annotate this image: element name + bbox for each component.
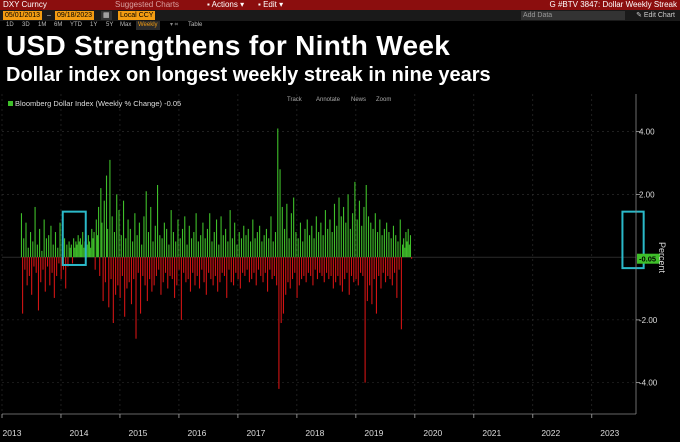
- suggested-charts-menu[interactable]: Suggested Charts: [115, 0, 180, 9]
- legend-label: Bloomberg Dollar Index (Weekly % Change)…: [15, 99, 181, 108]
- y-axis: 4.00 2.00 -2.00 -4.00 -0.05: [635, 94, 660, 414]
- highlight-boxes: [61, 210, 645, 270]
- x-tick-label: 2014: [70, 428, 89, 438]
- x-tick-label: 2022: [541, 428, 560, 438]
- toolbar-track[interactable]: Track: [287, 97, 303, 103]
- weekly-change-chart: 4.00 2.00 -2.00 -4.00 -0.05 2013 2014 2015 2016…: [0, 94, 680, 442]
- app-title-bar: DXY Curncy Suggested Charts ▪ Actions ▾ …: [0, 0, 680, 10]
- headline-subtitle: Dollar index on longest weekly streak in…: [6, 64, 491, 86]
- edit-chart-label: Edit Chart: [643, 12, 675, 19]
- date-control-bar: 05/01/2013 – 09/18/2023 ▦ Local CCY Add …: [0, 10, 680, 21]
- start-date-field[interactable]: 05/01/2013: [3, 11, 43, 20]
- x-tick-label: 2021: [482, 428, 501, 438]
- toolbar-zoom[interactable]: Zoom: [376, 97, 391, 103]
- edit-menu[interactable]: ▪ Edit ▾: [258, 0, 284, 9]
- currency-select[interactable]: Local CCY: [118, 11, 156, 20]
- period-tab[interactable]: 1D: [6, 22, 14, 28]
- period-tab[interactable]: 1M: [38, 22, 47, 28]
- y-axis-title: Percent: [657, 242, 667, 274]
- add-data-input[interactable]: Add Data: [521, 11, 625, 20]
- period-tab[interactable]: Max: [120, 22, 132, 28]
- y-tick-label: 2.00: [639, 190, 655, 199]
- x-tick-label: 2013: [3, 428, 22, 438]
- chart-toolbar: Track Annotate News Zoom: [287, 97, 391, 103]
- story-label: G #BTV 3847: Dollar Weekly Streak: [549, 0, 677, 9]
- x-tick-label: 2017: [246, 428, 265, 438]
- actions-menu[interactable]: ▪ Actions ▾: [207, 0, 245, 9]
- bar-series: [20, 128, 413, 389]
- gridlines: [1, 94, 636, 414]
- frequency-select[interactable]: Weekly: [136, 21, 160, 30]
- y-tick-label: 4.00: [639, 128, 655, 137]
- highlight-box: [61, 210, 87, 266]
- x-tick-label: 2016: [187, 428, 206, 438]
- table-button[interactable]: Table: [188, 22, 203, 28]
- chart-type-icon[interactable]: ▾ ⌗: [170, 22, 179, 28]
- y-tick-label: -4.00: [639, 379, 658, 388]
- calendar-icon[interactable]: ▦: [101, 11, 112, 20]
- period-tab[interactable]: YTD: [70, 22, 82, 28]
- x-tick-label: 2015: [128, 428, 147, 438]
- period-tab[interactable]: 3D: [22, 22, 30, 28]
- toolbar-annotate[interactable]: Annotate: [316, 97, 341, 103]
- x-tick-label: 2023: [600, 428, 619, 438]
- x-axis: 2013 2014 2015 2016 2017 2018 2019 2020 2021 2022…: [1, 413, 636, 438]
- ticker-label[interactable]: DXY Curncy: [3, 0, 47, 9]
- actions-label: Actions: [211, 0, 238, 9]
- last-value-label: -0.05: [639, 255, 656, 264]
- x-tick-label: 2020: [423, 428, 442, 438]
- toolbar-news[interactable]: News: [351, 97, 366, 103]
- period-tab[interactable]: 1Y: [90, 22, 98, 28]
- legend-swatch: [8, 101, 13, 106]
- edit-chart-button[interactable]: ✎ Edit Chart: [636, 12, 675, 19]
- last-value-badge: [637, 253, 660, 264]
- date-separator: –: [47, 12, 51, 19]
- period-tab[interactable]: 5Y: [106, 22, 114, 28]
- highlight-box: [621, 210, 645, 270]
- x-tick-label: 2018: [305, 428, 324, 438]
- period-tabs: 1D 3D 1M 6M YTD 1Y 5Y Max Weekly ▾ ⌗ Tab…: [0, 21, 680, 30]
- x-tick-label: 2019: [364, 428, 383, 438]
- end-date-field[interactable]: 09/18/2023: [55, 11, 95, 20]
- headline-title: USD Strengthens for Ninth Week: [6, 30, 451, 61]
- edit-label: Edit: [263, 0, 277, 9]
- y-tick-label: -2.00: [639, 316, 658, 325]
- period-tab[interactable]: 6M: [54, 22, 63, 28]
